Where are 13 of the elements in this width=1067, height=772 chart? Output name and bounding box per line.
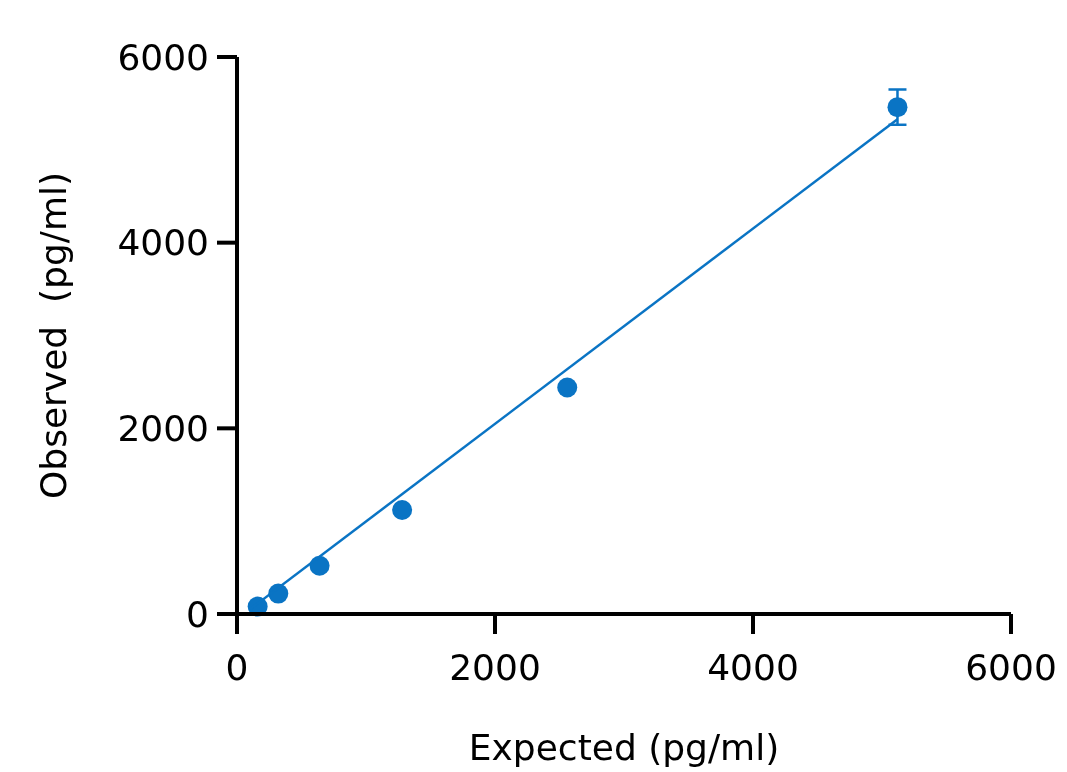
y-axis-title: Observed (pg/ml) (33, 171, 74, 500)
y-tick-label: 6000 (117, 36, 209, 78)
point (887, 97, 908, 118)
x-tick-label: 4000 (707, 647, 799, 688)
x-axis-title: Expected (pg/ml) (468, 727, 780, 768)
x-tick-label: 6000 (965, 647, 1057, 688)
point (392, 500, 413, 521)
y-tick-label: 4000 (117, 222, 209, 264)
x-tick-label: 2000 (449, 647, 541, 688)
point (557, 377, 578, 398)
y-tick-label: 2000 (117, 407, 209, 449)
y-tick-label: 0 (186, 593, 209, 635)
x-tick-label: 0 (225, 647, 249, 688)
